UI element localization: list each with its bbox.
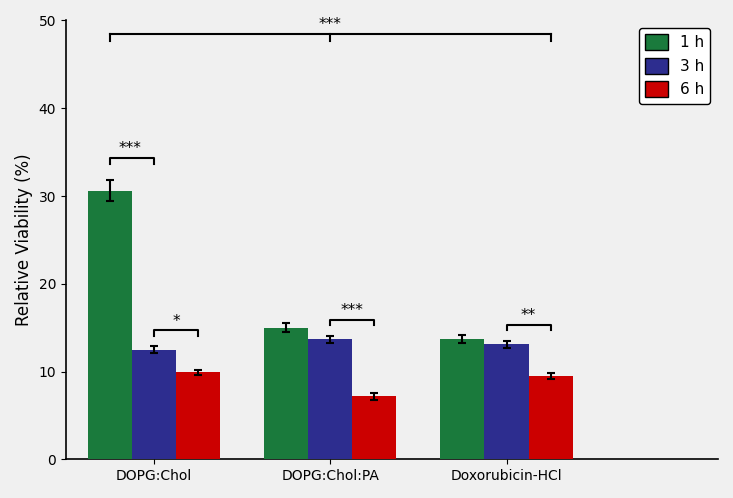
Text: *: * [172, 314, 180, 329]
Bar [485, 344, 528, 459]
Text: ***: *** [341, 303, 364, 318]
Bar [132, 350, 176, 459]
Legend: 1 h, 3 h, 6 h: 1 h, 3 h, 6 h [638, 28, 710, 104]
Bar [309, 339, 353, 459]
Bar [88, 191, 132, 459]
Y-axis label: Relative Viability (%): Relative Viability (%) [15, 153, 33, 326]
Bar [441, 339, 485, 459]
Text: ***: *** [319, 17, 342, 32]
Bar [528, 376, 572, 459]
Bar [264, 328, 309, 459]
Bar [353, 396, 397, 459]
Bar [176, 373, 220, 459]
Text: **: ** [521, 308, 536, 323]
Text: ***: *** [119, 140, 141, 156]
